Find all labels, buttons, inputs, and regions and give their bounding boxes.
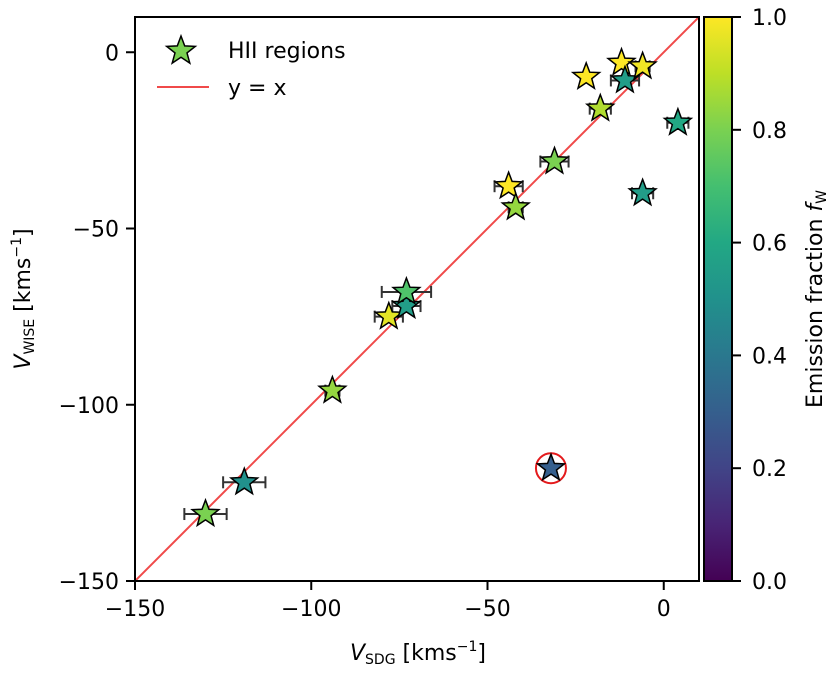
- y-tick-label: −50: [73, 218, 119, 243]
- reference-line-y-equals-x: [135, 17, 699, 581]
- x-tick-label: −150: [105, 597, 165, 622]
- data-point-star: [606, 46, 637, 76]
- y-tick-label: −150: [59, 570, 119, 595]
- colorbar-tick-label: 0.2: [752, 457, 787, 482]
- colorbar-tick-label: 0.4: [752, 344, 787, 369]
- data-point-star: [391, 289, 422, 320]
- data-point-star: [570, 60, 602, 91]
- x-tick-label: −100: [281, 597, 341, 622]
- data-point-star: [662, 106, 694, 136]
- colorbar-tick-label: 0.8: [752, 119, 787, 144]
- data-point-star: [373, 300, 405, 330]
- colorbar-tick-label: 0.6: [752, 232, 787, 257]
- data-point-star: [539, 145, 570, 175]
- data-point-star: [535, 452, 567, 482]
- data-point-star: [391, 275, 422, 306]
- data-point-star: [493, 170, 525, 200]
- data-point-star: [228, 466, 260, 496]
- legend-star-marker-icon: [164, 33, 198, 65]
- colorbar: 0.0 0.2 0.4 0.6 0.8 1.0 Emission fraction fW: [703, 6, 830, 595]
- data-point-star: [317, 374, 348, 404]
- data-point-star: [190, 497, 221, 528]
- colorbar-tick-label: 0.0: [752, 570, 787, 595]
- x-tick-label: 0: [657, 597, 671, 622]
- colorbar-gradient: [703, 16, 733, 582]
- data-point-star: [584, 92, 616, 122]
- data-point-star: [627, 50, 658, 80]
- x-tick-label: −50: [464, 597, 510, 622]
- data-point-star: [500, 191, 532, 221]
- legend-label-hii-regions: HII regions: [228, 39, 346, 64]
- legend: HII regions y = x: [157, 33, 346, 101]
- colorbar-label: Emission fraction fW: [803, 190, 830, 408]
- x-axis-label: VSDG [kms−1]: [350, 639, 486, 668]
- y-axis-label: VWISE [kms−1]: [9, 228, 38, 369]
- y-tick-label: 0: [105, 41, 119, 66]
- colorbar-tick-label: 1.0: [752, 6, 787, 31]
- plot-area-frame: [134, 16, 700, 582]
- y-tick-label: −100: [59, 394, 119, 419]
- data-point-star: [627, 177, 658, 207]
- legend-label-y-equals-x: y = x: [228, 76, 286, 101]
